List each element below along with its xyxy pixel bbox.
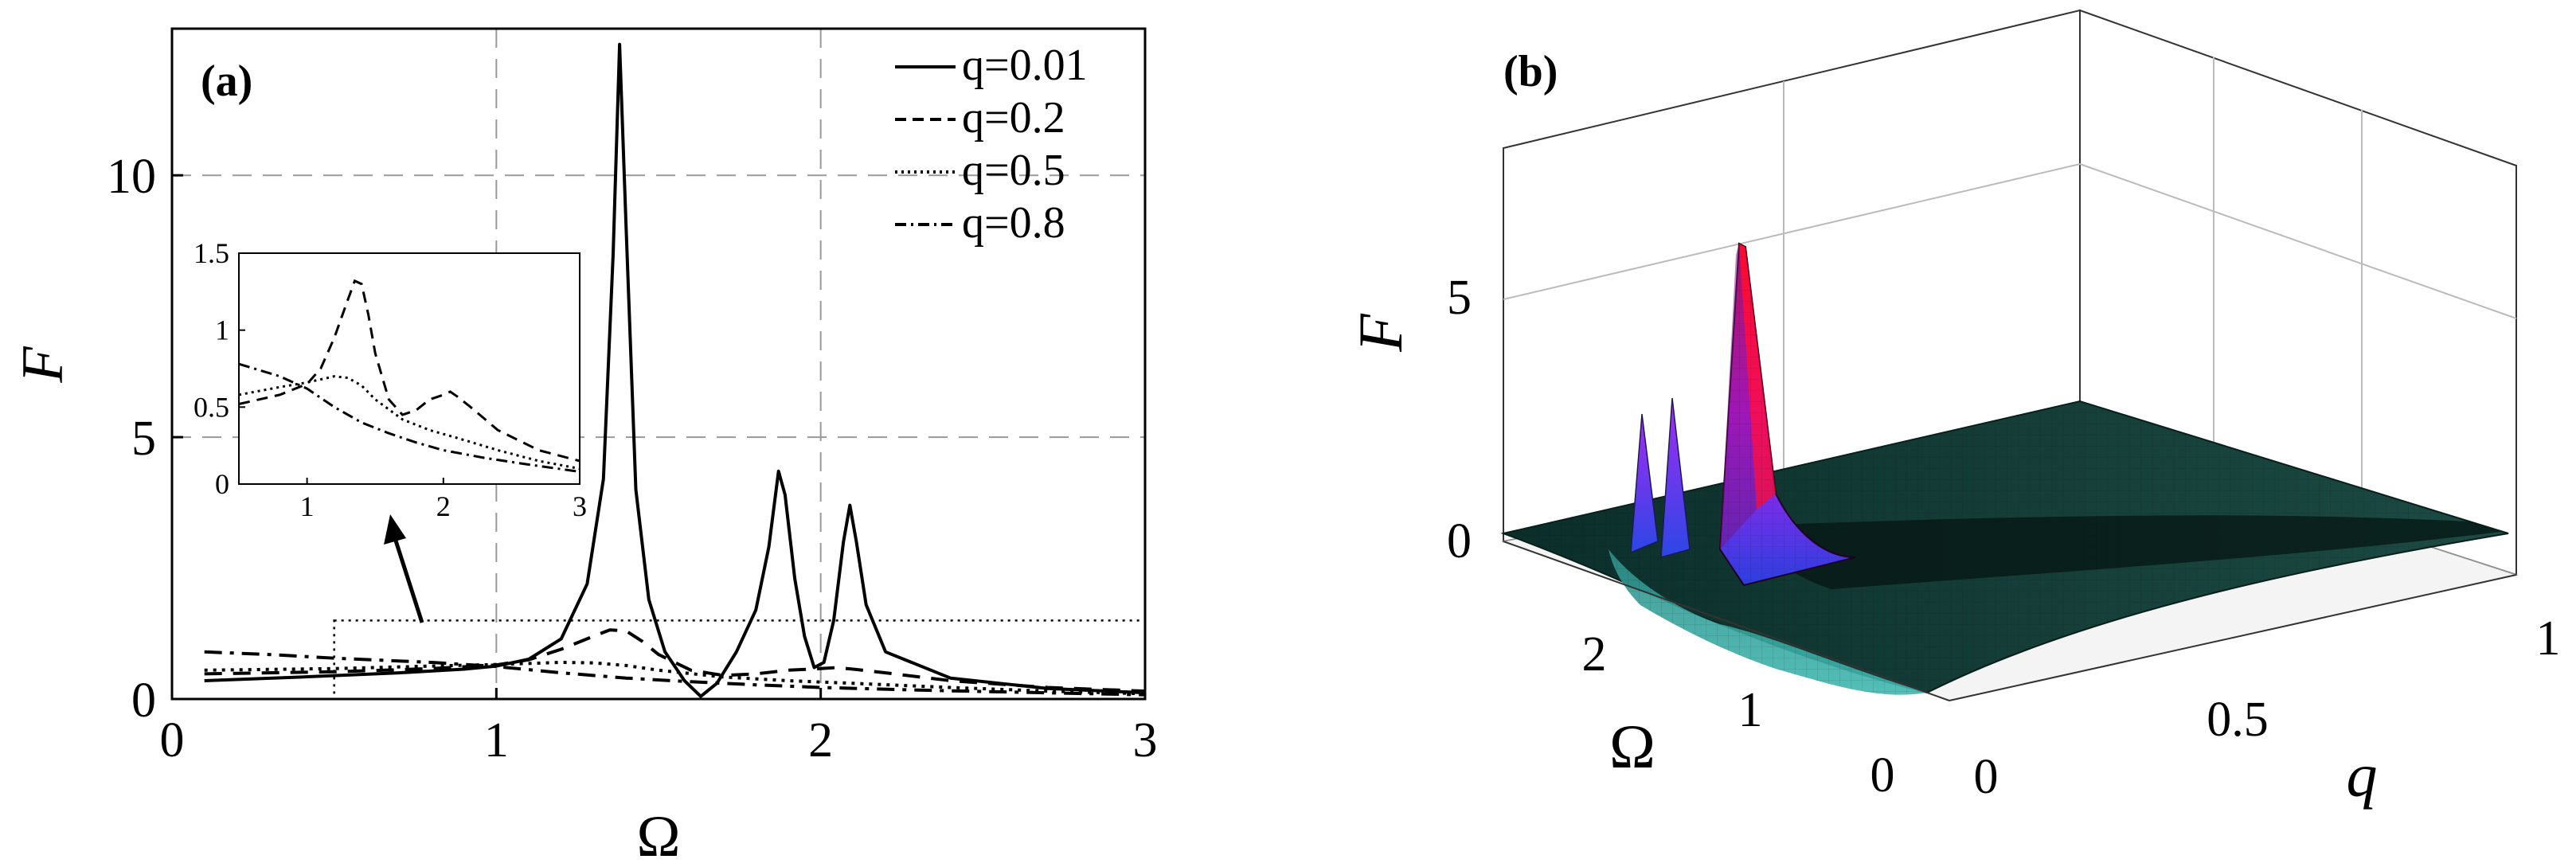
z-axis-label: F — [1346, 313, 1415, 353]
axis-edges — [1503, 541, 2517, 701]
surface-peak-3 — [1630, 413, 1659, 554]
x-tick-label-2: 2 — [808, 713, 833, 767]
surface-peak-1-mesh — [1720, 244, 1855, 585]
x-tick-label-1: 1 — [484, 713, 509, 767]
surface-peak-2 — [1660, 397, 1691, 559]
series-line-3 — [204, 650, 1146, 697]
inset-y-tick-label-2: 1 — [215, 314, 229, 346]
legend-label-3: q=0.8 — [962, 198, 1065, 248]
surface-front-mesh — [1609, 549, 1927, 695]
omega-tick-1: 1 — [1738, 683, 1763, 737]
surface-ridge-shadow — [1752, 515, 2500, 589]
legend-label-1: q=0.2 — [962, 93, 1065, 143]
series-line-1 — [204, 628, 1146, 693]
inset-y-tick-label-1: 0.5 — [193, 391, 229, 423]
z-tick-0: 0 — [1447, 514, 1472, 568]
zoom-arrow — [384, 514, 424, 623]
panel-a-ylabel: F — [10, 346, 76, 384]
x-tick-label-3: 3 — [1133, 713, 1158, 767]
q-axis-label: q — [2347, 740, 2378, 810]
z-tick-5: 5 — [1447, 271, 1472, 325]
inset-y-tick-label-3: 1.5 — [193, 237, 229, 269]
panel-a-xlabel: Ω — [637, 804, 681, 867]
omega-tick-2: 2 — [1582, 627, 1607, 681]
q-tick-0: 0 — [1974, 750, 1999, 804]
x-tick-label-0: 0 — [160, 713, 185, 767]
inset-series-line-1 — [238, 279, 580, 463]
panel-b-label: (b) — [1503, 47, 1558, 96]
omega-tick-0: 0 — [1870, 748, 1895, 803]
inset-series — [238, 279, 580, 473]
surface-peaks — [1630, 242, 1856, 587]
series-line-2 — [204, 661, 1146, 696]
y-tick-label-1: 5 — [131, 412, 156, 466]
inset-x-tick-label-2: 3 — [573, 490, 587, 522]
inset-plot: 1 2 3 0 0.5 1 1.5 — [193, 237, 587, 522]
inset-background — [239, 253, 580, 484]
y-tick-label-0: 0 — [131, 674, 156, 728]
inset-series-line-3 — [238, 362, 580, 473]
panel-a-legend: q=0.01q=0.2q=0.5q=0.8 — [895, 41, 1088, 248]
legend-label-2: q=0.5 — [962, 146, 1065, 195]
back-wall-gridlines — [1503, 57, 2517, 525]
surface-plot — [1500, 400, 2509, 695]
panel-a-series — [204, 42, 1146, 698]
panel-a-axes-frame — [170, 27, 1147, 701]
y-tick-label-2: 10 — [107, 150, 156, 204]
inset-x-tick-label-0: 1 — [300, 490, 315, 522]
q-tick-0.5: 0.5 — [2207, 693, 2269, 747]
series-line-0 — [204, 42, 1146, 698]
q-tick-1: 1 — [2536, 611, 2561, 666]
legend-label-0: q=0.01 — [962, 41, 1088, 90]
inset-ticks: 1 2 3 0 0.5 1 1.5 — [193, 237, 587, 522]
inset-x-tick-label-1: 2 — [436, 490, 451, 522]
inset-frame — [238, 252, 580, 485]
panel-b: (b) F 0 5 Ω 2 1 0 0 0.5 1 q — [1346, 9, 2561, 810]
inset-y-tick-label-0: 0 — [215, 468, 229, 500]
omega-axis-label: Ω — [1609, 712, 1655, 781]
panel-a-label: (a) — [201, 57, 252, 106]
